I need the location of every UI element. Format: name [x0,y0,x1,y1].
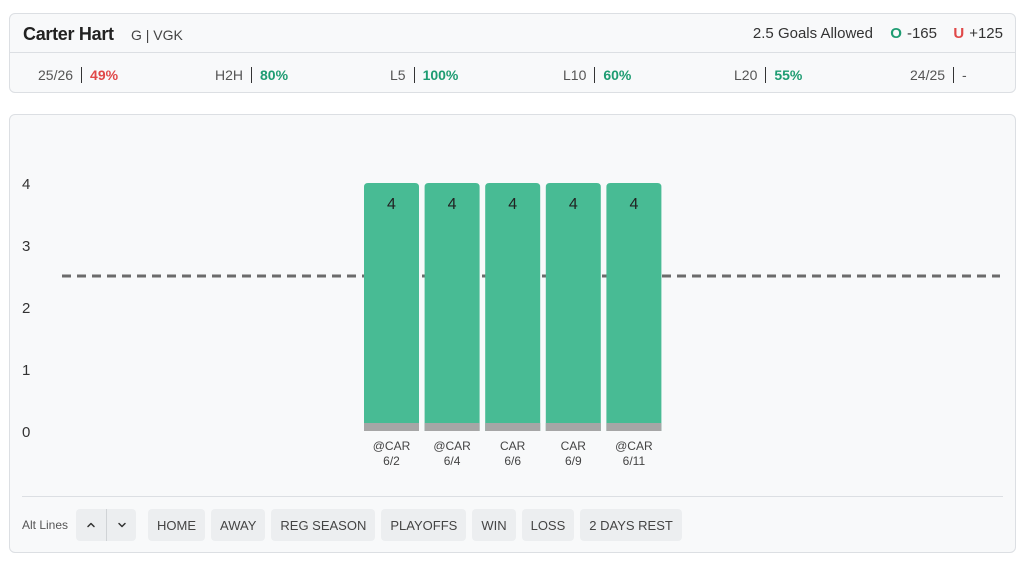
stat-value: 60% [603,67,632,83]
player-header-card: Carter Hart G | VGK 2.5 Goals Allowed O-… [9,13,1016,93]
under-odds-button[interactable]: U +125 [953,25,1003,42]
game-log-bar-chart: 012344@CAR6/24@CAR6/44CAR6/64CAR6/94@CAR… [22,176,1000,468]
stat-season-2425: 24/25 - [910,67,967,83]
under-odds-value: +125 [969,25,1003,42]
x-tick-label: @CAR [615,439,653,453]
x-tick-label: 6/4 [444,454,461,468]
alt-lines-stepper [76,509,137,541]
over-letter: O [890,25,902,42]
player-name: Carter Hart [23,24,114,44]
filter-2-days-rest-button[interactable]: 2 DAYS REST [580,509,682,541]
y-tick-label: 0 [22,424,30,441]
bar-data-label: 4 [448,196,457,213]
bar-base [485,423,541,431]
alt-line-up-button[interactable] [76,509,106,541]
under-letter: U [953,25,965,42]
filter-reg-season-button[interactable]: REG SEASON [271,509,376,541]
x-tick-label: 6/11 [623,454,646,468]
stat-label: 25/26 [38,67,83,83]
stat-season-2526: 25/26 49% [38,67,118,83]
bar-data-label: 4 [629,196,638,213]
chevron-down-icon [117,522,126,528]
chart-card: 0 1 2 3 4 4 @CAR 6/2 4 @CAR 6/4 4 CAR 6/6 4 CAR 6/9 4 @CAR… [9,114,1016,553]
chart-divider [22,496,1003,497]
stat-value: 55% [774,67,803,83]
filter-home-button[interactable]: HOME [148,509,206,541]
bar-data-label: 4 [387,196,396,213]
player-position-team: G | VGK [131,27,183,43]
stat-value: 100% [422,67,459,83]
y-tick-label: 1 [22,362,30,379]
bar [485,183,541,431]
y-tick-label: 3 [22,238,30,255]
x-tick-label: 6/2 [383,454,400,468]
bar-base [364,423,419,431]
over-odds-value: -165 [906,25,937,42]
alt-line-down-button[interactable] [106,509,136,541]
stat-label: L20 [734,67,767,83]
filter-loss-button[interactable]: LOSS [521,509,575,541]
stat-label: L5 [390,67,415,83]
filter-away-button[interactable]: AWAY [211,509,266,541]
x-tick-label: 6/6 [504,454,521,468]
player-header-row: Carter Hart G | VGK 2.5 Goals Allowed O-… [10,14,1015,53]
over-odds-button[interactable]: O -165 [890,25,937,42]
filter-playoffs-button[interactable]: PLAYOFFS [381,509,467,541]
stat-label: L10 [563,67,596,83]
stat-label: 24/25 [910,67,955,83]
bar [424,183,480,431]
y-tick-label: 4 [22,176,30,193]
stat-value: 49% [90,67,119,83]
x-tick-label: CAR [500,439,526,453]
bar-data-label: 4 [569,196,578,213]
x-tick-label: @CAR [433,439,471,453]
chevron-up-icon [87,522,95,528]
bar [364,183,419,431]
stat-value: 80% [260,67,289,83]
bar-data-label: 4 [508,196,517,213]
y-tick-label: 2 [22,300,30,317]
stat-l10: L10 60% [563,67,631,83]
filter-win-button[interactable]: WIN [472,509,516,541]
x-tick-label: CAR [561,439,587,453]
bar-base [424,423,480,431]
stat-l5: L5 100% [390,67,458,83]
bar [545,183,601,431]
stat-h2h: H2H 80% [215,67,288,83]
bar-base [545,423,601,431]
stat-l20: L20 55% [734,67,802,83]
chart-controls: Alt Lines HOME AWAY REG SEASON PLAYOFFS … [22,509,688,541]
stat-value: - [962,67,967,83]
bar [606,183,662,431]
x-tick-label: @CAR [373,439,411,453]
bar-base [606,423,662,431]
prop-market: 2.5 Goals Allowed [752,25,873,42]
alt-lines-label: Alt Lines [22,518,69,532]
x-tick-label: 6/9 [565,454,582,468]
stat-label: H2H [215,67,253,83]
